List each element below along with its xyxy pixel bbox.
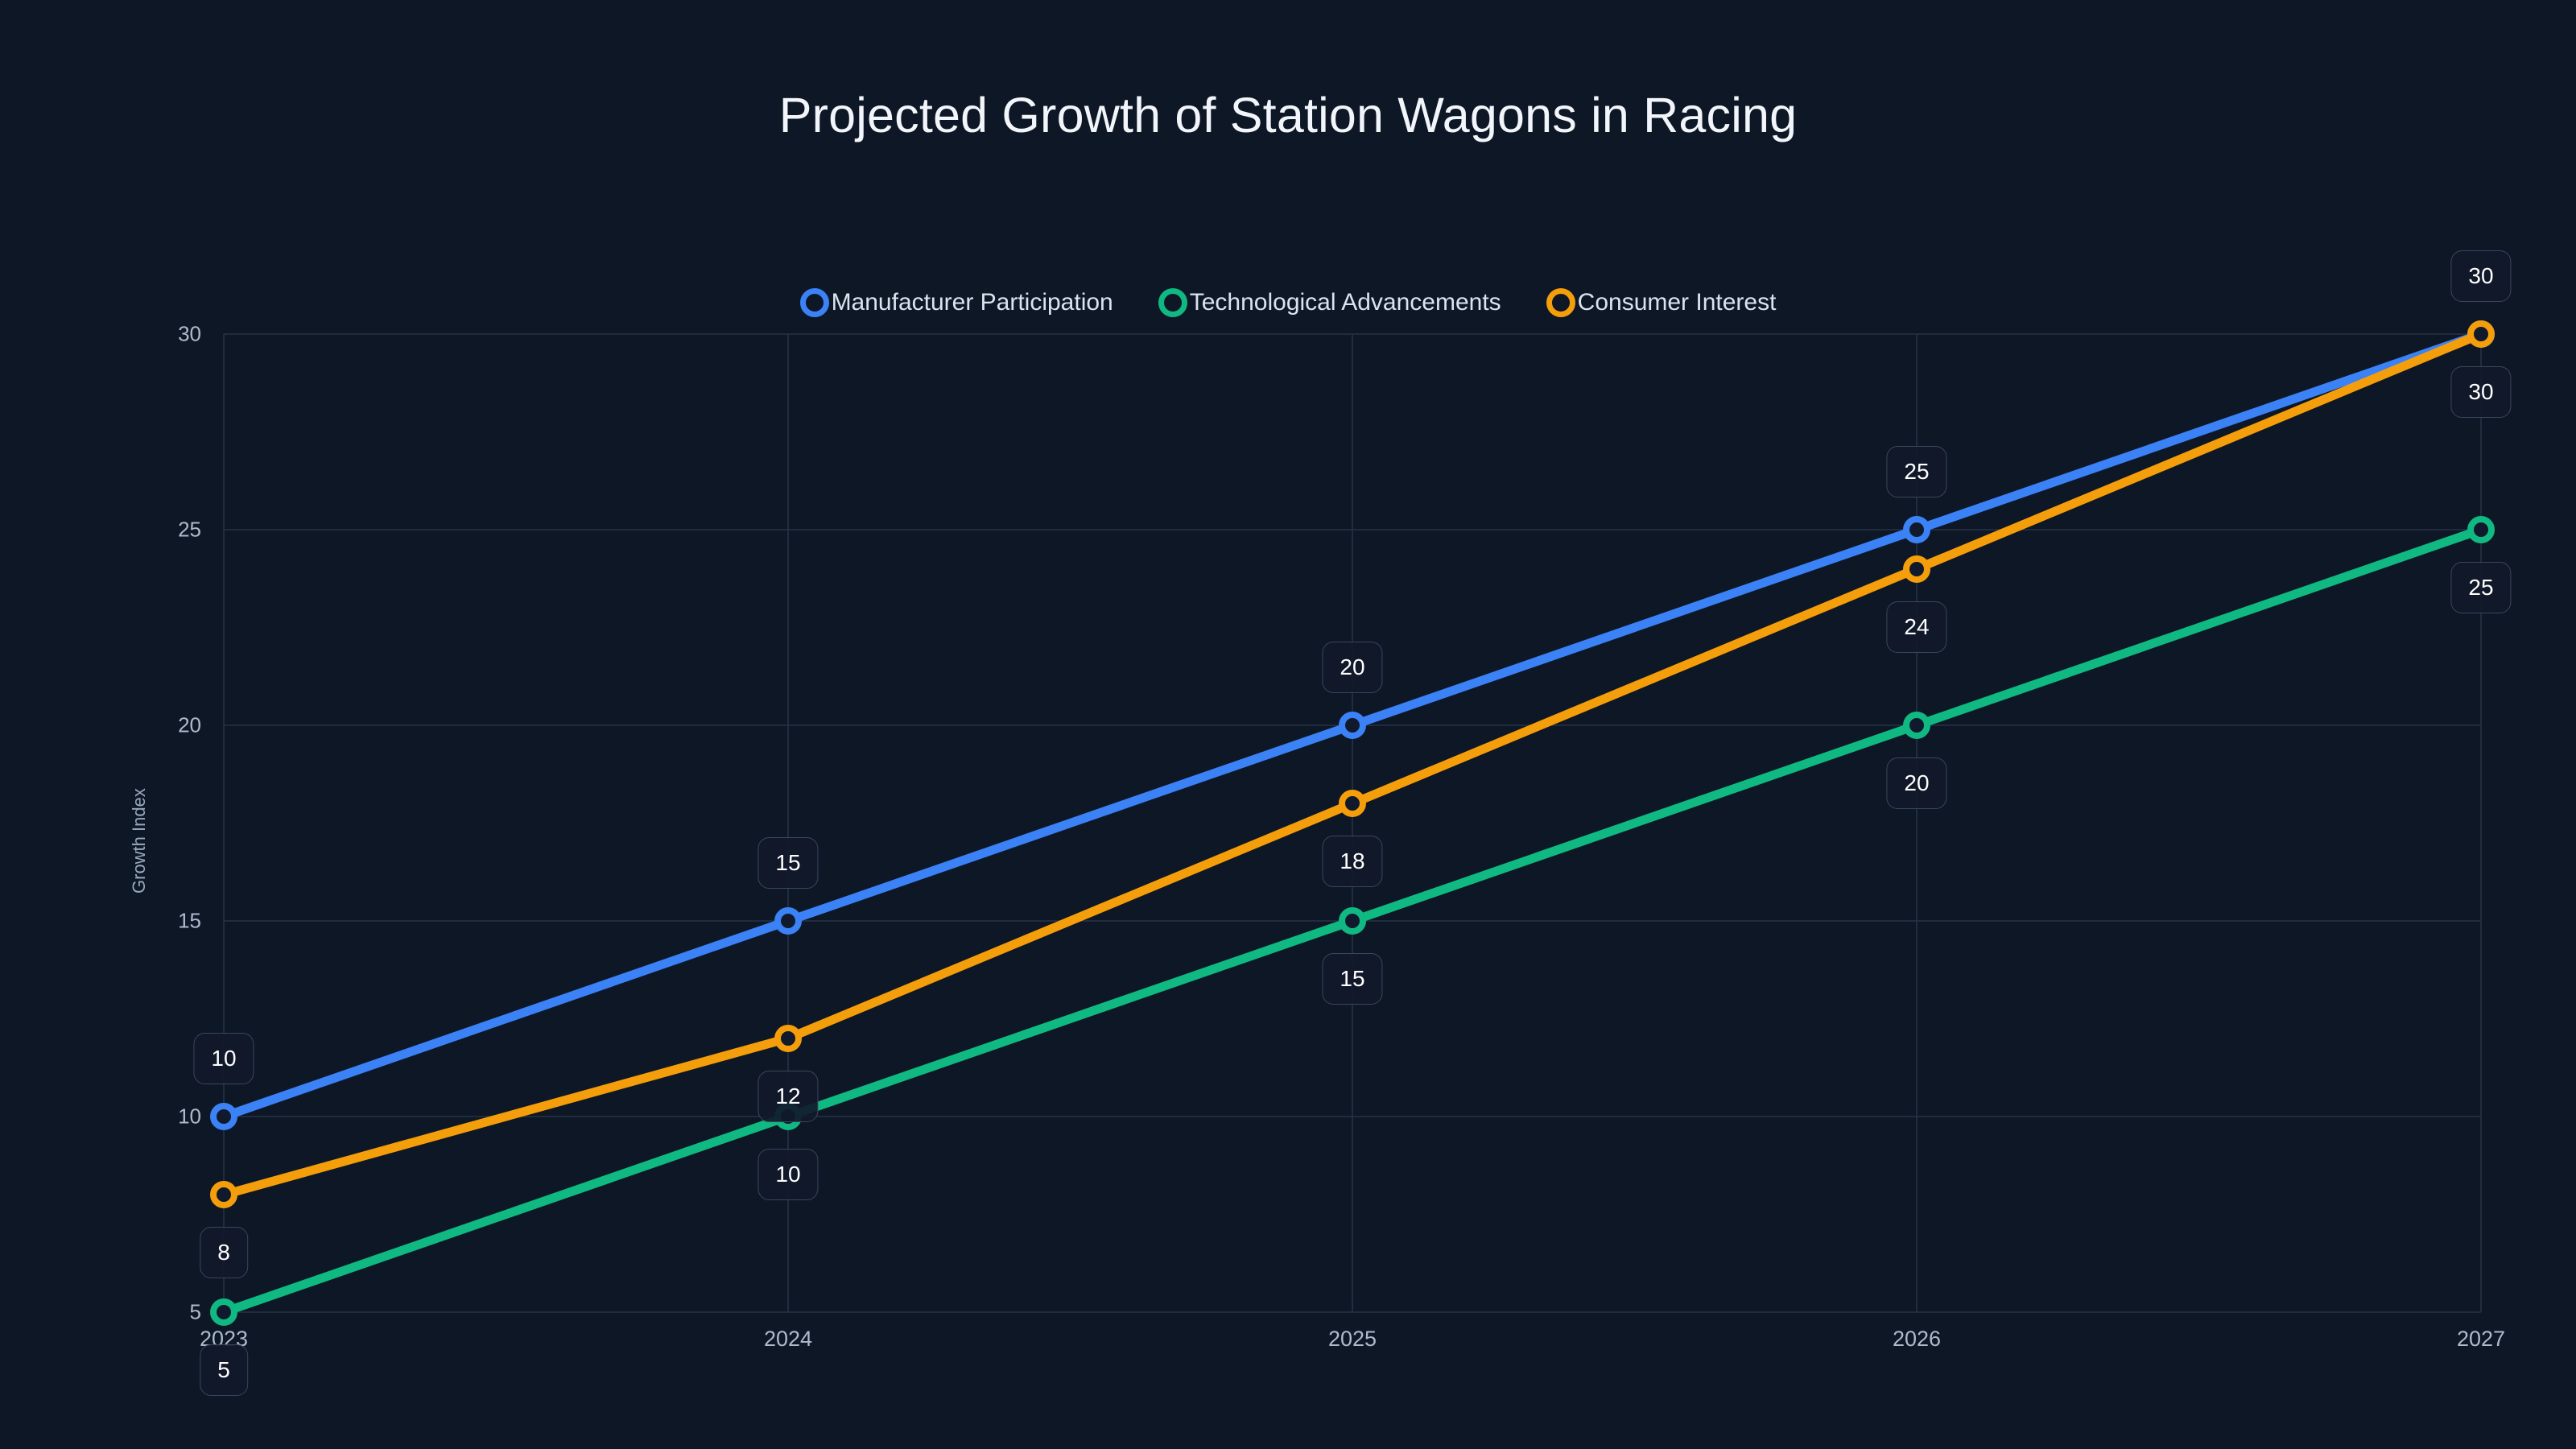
data-point-marker[interactable] — [774, 907, 802, 935]
chart-title: Projected Growth of Station Wagons in Ra… — [778, 88, 1798, 142]
data-point-marker[interactable] — [210, 1298, 237, 1326]
data-value-label: 10 — [193, 1033, 254, 1084]
data-point-marker[interactable] — [1903, 555, 1930, 583]
data-point-marker[interactable] — [210, 1181, 237, 1209]
data-point-marker[interactable] — [774, 1024, 802, 1052]
data-point-marker[interactable] — [1339, 790, 1366, 818]
data-point-marker[interactable] — [2467, 320, 2495, 348]
data-value-label: 15 — [1322, 953, 1383, 1005]
data-value-label: 8 — [200, 1227, 248, 1279]
x-axis-tick-label: 2027 — [2456, 1327, 2506, 1351]
data-value-label: 25 — [1886, 446, 1947, 497]
x-axis-tick-label: 2025 — [1327, 1327, 1377, 1351]
data-value-label: 10 — [758, 1149, 819, 1200]
y-axis-tick-label: 25 — [178, 517, 201, 542]
data-point-marker[interactable] — [1339, 907, 1366, 935]
data-value-label: 25 — [2450, 562, 2512, 613]
data-value-label: 30 — [2450, 250, 2512, 302]
data-point-marker[interactable] — [2467, 516, 2495, 543]
data-value-label: 24 — [1886, 601, 1947, 653]
data-value-label: 20 — [1886, 758, 1947, 809]
y-axis-tick-label: 15 — [178, 908, 201, 933]
y-axis-tick-label: 30 — [178, 321, 201, 346]
data-point-marker[interactable] — [1903, 712, 1930, 739]
data-value-label: 18 — [1322, 836, 1383, 888]
data-value-label: 12 — [758, 1070, 819, 1122]
data-point-marker[interactable] — [210, 1103, 237, 1130]
y-axis-tick-label: 5 — [189, 1299, 201, 1324]
data-point-marker[interactable] — [1339, 712, 1366, 739]
data-value-label: 15 — [758, 837, 819, 889]
data-value-label: 30 — [2450, 366, 2512, 418]
x-axis-tick-label: 2024 — [763, 1327, 813, 1351]
x-axis-tick-label: 2026 — [1892, 1327, 1942, 1351]
data-value-label: 20 — [1322, 642, 1383, 693]
y-axis-tick-label: 20 — [178, 712, 201, 737]
data-value-label: 5 — [200, 1344, 248, 1396]
y-axis-tick-label: 10 — [178, 1104, 201, 1129]
data-point-marker[interactable] — [1903, 516, 1930, 543]
